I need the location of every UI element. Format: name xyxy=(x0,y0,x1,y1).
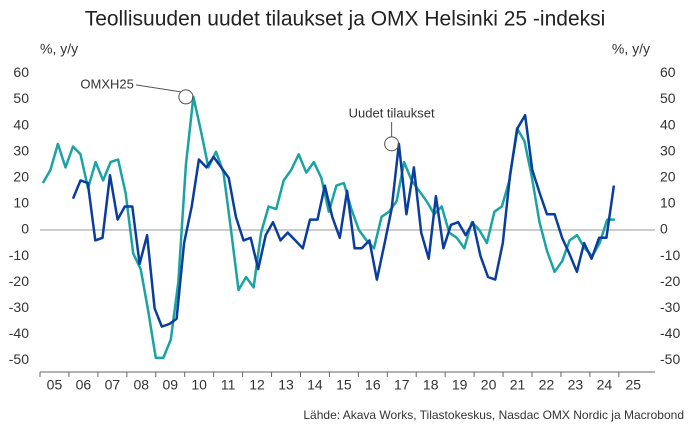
x-tick-label: 14 xyxy=(307,377,323,393)
y-tick-label: -10 xyxy=(9,247,29,263)
y2-tick-label: 50 xyxy=(660,90,676,106)
source-note: Lähde: Akava Works, Tilastokeskus, Nasda… xyxy=(303,408,684,422)
y2-tick-label: -10 xyxy=(660,247,680,263)
x-tick-label: 17 xyxy=(394,377,410,393)
y-tick-label: 40 xyxy=(13,116,29,132)
y-tick-label: -50 xyxy=(9,351,29,367)
y-tick-label: 20 xyxy=(13,169,29,185)
annotation-text: OMXH25 xyxy=(80,76,133,91)
annotation-text: Uudet tilaukset xyxy=(349,105,435,120)
y2-axis-label: %, y/y xyxy=(612,41,650,57)
x-tick-label: 18 xyxy=(423,377,439,393)
x-tick-label: 20 xyxy=(481,377,497,393)
y-tick-label: 0 xyxy=(21,221,29,237)
y2-tick-label: 20 xyxy=(660,169,676,185)
y2-tick-label: 0 xyxy=(660,221,668,237)
y-tick-label: -20 xyxy=(9,273,29,289)
x-tick-label: 11 xyxy=(221,377,236,393)
y2-tick-label: 40 xyxy=(660,116,676,132)
x-tick-label: 25 xyxy=(626,377,642,393)
x-tick-label: 22 xyxy=(539,377,555,393)
y-tick-label: -30 xyxy=(9,299,29,315)
x-tick-label: 24 xyxy=(597,377,613,393)
x-tick-label: 16 xyxy=(365,377,381,393)
annotation-circle xyxy=(384,136,400,152)
data-line xyxy=(41,95,615,360)
y2-tick-label: 30 xyxy=(660,142,676,158)
y-tick-label: -40 xyxy=(9,325,29,341)
x-tick-label: 07 xyxy=(105,377,121,393)
x-tick-label: 13 xyxy=(278,377,294,393)
y2-tick-label: -20 xyxy=(660,273,680,289)
x-tick-label: 06 xyxy=(76,377,92,393)
y2-tick-label: -50 xyxy=(660,351,680,367)
x-tick-label: 12 xyxy=(249,377,265,393)
x-tick-label: 15 xyxy=(336,377,352,393)
x-tick-label: 08 xyxy=(134,377,150,393)
y2-tick-label: 60 xyxy=(660,64,676,80)
y2-tick-label: -40 xyxy=(660,325,680,341)
annotation-leader xyxy=(135,84,181,93)
y-axis-label: %, y/y xyxy=(40,41,78,57)
x-tick-label: 19 xyxy=(452,377,468,393)
chart-title: Teollisuuden uudet tilaukset ja OMX Hels… xyxy=(85,8,606,31)
x-tick-label: 10 xyxy=(191,377,207,393)
data-line xyxy=(71,113,616,328)
x-tick-label: 23 xyxy=(568,377,584,393)
x-tick-label: 21 xyxy=(510,377,526,393)
y-tick-label: 50 xyxy=(13,90,29,106)
y-tick-label: 30 xyxy=(13,142,29,158)
y-tick-label: 60 xyxy=(13,64,29,80)
x-tick-label: 05 xyxy=(47,377,63,393)
x-tick-label: 09 xyxy=(162,377,178,393)
annotation-circle xyxy=(178,89,194,105)
y-tick-label: 10 xyxy=(13,195,29,211)
y2-tick-label: -30 xyxy=(660,299,680,315)
y2-tick-label: 10 xyxy=(660,195,676,211)
